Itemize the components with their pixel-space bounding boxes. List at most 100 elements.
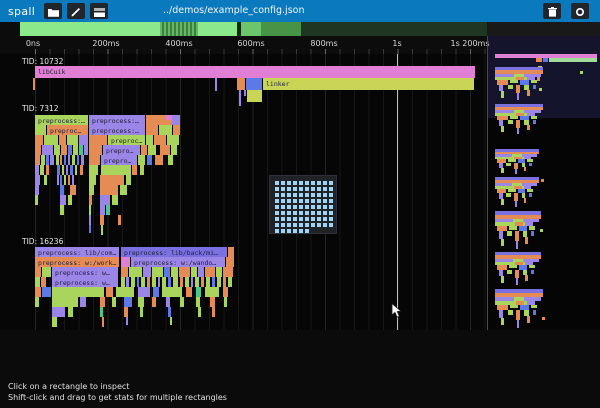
mouse-cursor (391, 302, 403, 323)
selection-grid-dot (281, 211, 285, 215)
selection-grid-dot (287, 205, 291, 209)
selection-grid-dot (281, 187, 285, 191)
hint-line-2: Shift-click and drag to get stats for mu… (8, 393, 227, 402)
time-label: 600ms (237, 39, 265, 48)
selection-grid-dot (317, 211, 321, 215)
time-label: 800ms (310, 39, 338, 48)
timeline-ruler[interactable]: 0ns 200ms 400ms 600ms 800ms 1s 1s 200ms (0, 22, 490, 54)
selection-grid-dot (299, 199, 303, 203)
selection-grid-dot (293, 205, 297, 209)
selection-grid-dot (287, 187, 291, 191)
selection-grid-dot (299, 205, 303, 209)
overview-segment (160, 22, 198, 36)
selection-grid-dot (305, 217, 309, 221)
selection-grid-dot (311, 199, 315, 203)
selection-grid-dot (305, 187, 309, 191)
overview-segment (261, 22, 301, 36)
settings-button[interactable] (571, 3, 589, 19)
selection-grid-dot (293, 223, 297, 227)
selection-grid-dot (281, 229, 285, 233)
selection-grid-dot (329, 205, 333, 209)
selection-grid-dot (323, 211, 327, 215)
flame-view[interactable] (0, 54, 487, 330)
selection-grid-dot (311, 211, 315, 215)
app-title: spall (8, 4, 36, 18)
selection-grid-dot (323, 181, 327, 185)
selection-grid-dot (329, 187, 333, 191)
selection-grid-dot (299, 217, 303, 221)
selection-grid-dot (323, 199, 327, 203)
topbar: spall ../demos/example_config.json (0, 0, 600, 22)
minimap-divider (487, 36, 488, 330)
time-label: 1s 200ms (450, 39, 490, 48)
selection-grid-dot (275, 229, 279, 233)
selection-grid-dot (287, 193, 291, 197)
selection-grid-dot (281, 205, 285, 209)
trash-icon (547, 2, 557, 21)
tray-icon (93, 2, 105, 21)
selection-grid-dot (317, 199, 321, 203)
selection-grid-dot (311, 205, 315, 209)
selection-grid-dot (305, 211, 309, 215)
overview-segment (20, 22, 160, 36)
selection-grid-dot (293, 229, 297, 233)
selection-grid-dot (299, 211, 303, 215)
selection-grid-dot (323, 205, 327, 209)
selection-grid-dot (329, 217, 333, 221)
selection-grid-dot (305, 205, 309, 209)
selection-grid-dot (281, 193, 285, 197)
selection-grid-dot (293, 199, 297, 203)
selection-grid-dot (275, 217, 279, 221)
selection-grid-dot (293, 193, 297, 197)
selection-grid-dot (329, 181, 333, 185)
settings-icon (575, 2, 585, 21)
folder-open-icon (47, 2, 59, 21)
import-button[interactable] (90, 2, 109, 21)
selection-grid-dot (293, 181, 297, 185)
time-label: 1s (392, 39, 402, 48)
time-label: 0ns (25, 39, 41, 48)
selection-grid-dot (311, 181, 315, 185)
selection-grid-dot (323, 193, 327, 197)
selection-grid-dot (275, 199, 279, 203)
selection-grid-dot (311, 187, 315, 191)
selection-grid-dot (287, 217, 291, 221)
selection-grid-dot (281, 181, 285, 185)
selection-grid-dot (275, 223, 279, 227)
selection-grid-dot (287, 199, 291, 203)
overview-segment (237, 22, 241, 36)
selection-grid-dot (287, 229, 291, 233)
selection-grid-dot (281, 223, 285, 227)
status-bar: Click on a rectangle to inspect Shift-cl… (0, 330, 600, 408)
selection-grid-dot (299, 181, 303, 185)
selection-grid-dot (299, 193, 303, 197)
selection-grid-dot (275, 193, 279, 197)
selection-grid-dot (305, 223, 309, 227)
selection-grid-dot (317, 187, 321, 191)
selection-grid-dot (323, 223, 327, 227)
pencil-icon (71, 2, 81, 21)
selection-grid-dot (317, 181, 321, 185)
time-label: 400ms (165, 39, 193, 48)
selection-grid-dot (287, 223, 291, 227)
selection-grid-dot (311, 217, 315, 221)
selection-grid-panel (269, 175, 337, 234)
selection-grid-dot (281, 217, 285, 221)
selection-grid-dot (329, 223, 333, 227)
selection-grid-dot (299, 187, 303, 191)
selection-grid-dot (305, 193, 309, 197)
selection-grid-dot (293, 187, 297, 191)
open-file-button[interactable] (44, 2, 63, 21)
edit-button[interactable] (67, 2, 86, 21)
selection-grid-dot (329, 193, 333, 197)
minimap-viewport[interactable] (488, 36, 600, 118)
overview-segment (301, 22, 487, 36)
selection-grid-dot (275, 187, 279, 191)
hint-line-1: Click on a rectangle to inspect (8, 382, 130, 391)
selection-grid-dot (287, 211, 291, 215)
selection-grid-dot (287, 181, 291, 185)
clear-trace-button[interactable] (543, 3, 561, 19)
selection-grid-dot (323, 187, 327, 191)
selection-grid-dot (281, 199, 285, 203)
selection-grid-dot (317, 223, 321, 227)
